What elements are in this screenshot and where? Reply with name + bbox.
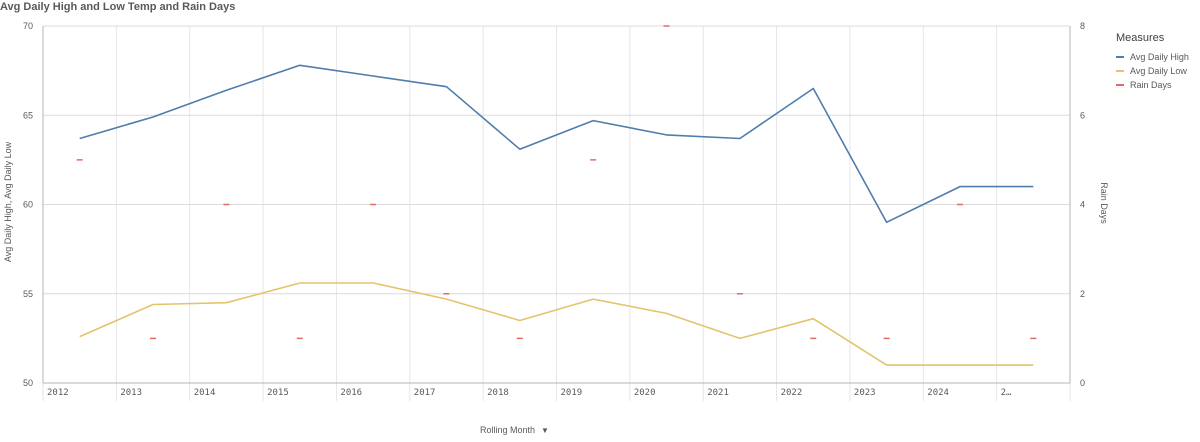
right-tick-label: 4 xyxy=(1080,200,1085,210)
avg-daily-high-point xyxy=(738,136,742,140)
avg-daily-high-point xyxy=(518,147,522,151)
x-tick-label: 2013 xyxy=(120,388,142,398)
avg-daily-low-point xyxy=(518,319,522,323)
avg-daily-high-point xyxy=(298,63,302,67)
avg-daily-high-point xyxy=(885,220,889,224)
legend-label: Avg Daily High xyxy=(1130,52,1189,62)
right-tick-label: 8 xyxy=(1080,21,1085,31)
avg-daily-high-point xyxy=(224,88,228,92)
legend-label: Avg Daily Low xyxy=(1130,66,1187,76)
x-tick-label: 2015 xyxy=(267,388,289,398)
avg-daily-low-point xyxy=(591,297,595,301)
avg-daily-high-point xyxy=(591,119,595,123)
avg-daily-high-point xyxy=(1031,185,1035,189)
left-tick-label: 55 xyxy=(23,289,33,299)
avg-daily-low-point xyxy=(1031,363,1035,367)
caret-down-icon[interactable]: ▼ xyxy=(541,425,549,435)
x-axis-title-group[interactable]: Rolling Month ▼ xyxy=(480,425,549,435)
avg-daily-low-point xyxy=(665,311,669,315)
avg-daily-high-point xyxy=(665,133,669,137)
legend-item-rain-days[interactable]: Rain Days xyxy=(1116,78,1189,92)
x-tick-label: 2018 xyxy=(487,388,509,398)
legend-item-avg-daily-low[interactable]: Avg Daily Low xyxy=(1116,64,1189,78)
avg-daily-high-point xyxy=(958,185,962,189)
legend-swatch xyxy=(1116,84,1124,86)
avg-daily-low-point xyxy=(151,302,155,306)
legend-label: Rain Days xyxy=(1130,80,1172,90)
avg-daily-low-point xyxy=(371,281,375,285)
x-tick-label: 2020 xyxy=(634,388,656,398)
legend-item-avg-daily-high[interactable]: Avg Daily High xyxy=(1116,50,1189,64)
left-axis-title: Avg Daily High, Avg Daily Low xyxy=(3,141,13,263)
legend: Measures Avg Daily High Avg Daily Low Ra… xyxy=(1116,32,1189,92)
avg-daily-high-point xyxy=(444,85,448,89)
avg-daily-high-line xyxy=(79,64,1034,224)
avg-daily-high-point xyxy=(811,86,815,90)
left-tick-label: 70 xyxy=(23,21,33,31)
avg-daily-low-point xyxy=(78,335,82,339)
x-tick-label: 2014 xyxy=(194,388,216,398)
right-tick-label: 0 xyxy=(1080,378,1085,388)
avg-daily-low-line xyxy=(79,282,1034,366)
chart-title: Avg Daily High and Low Temp and Rain Day… xyxy=(0,1,236,13)
right-axis-title: Rain Days xyxy=(1099,182,1109,224)
x-tick-label: 2024 xyxy=(927,388,949,398)
avg-daily-low-point xyxy=(958,363,962,367)
x-tick-label: 2… xyxy=(1001,388,1012,398)
x-tick-label: 2016 xyxy=(340,388,362,398)
x-tick-label: 2019 xyxy=(561,388,583,398)
avg-daily-low-point xyxy=(885,363,889,367)
left-tick-label: 65 xyxy=(23,110,33,120)
avg-daily-low-point xyxy=(224,301,228,305)
x-axis-title: Rolling Month xyxy=(480,425,536,435)
x-tick-label: 2022 xyxy=(781,388,803,398)
right-tick-label: 6 xyxy=(1080,110,1085,120)
avg-daily-low-point xyxy=(298,281,302,285)
avg-daily-low-point xyxy=(738,336,742,340)
legend-title: Measures xyxy=(1116,32,1165,44)
legend-swatch xyxy=(1116,56,1124,58)
legend-swatch xyxy=(1116,70,1124,72)
left-tick-label: 50 xyxy=(23,378,33,388)
avg-daily-low-point xyxy=(444,297,448,301)
avg-daily-high-point xyxy=(151,115,155,119)
x-tick-label: 2021 xyxy=(707,388,729,398)
left-tick-label: 60 xyxy=(23,200,33,210)
avg-daily-low-point xyxy=(811,317,815,321)
x-tick-label: 2012 xyxy=(47,388,69,398)
x-tick-label: 2023 xyxy=(854,388,876,398)
avg-daily-high-point xyxy=(371,74,375,78)
right-tick-label: 2 xyxy=(1080,289,1085,299)
x-tick-label: 2017 xyxy=(414,388,436,398)
avg-daily-high-point xyxy=(78,136,82,140)
